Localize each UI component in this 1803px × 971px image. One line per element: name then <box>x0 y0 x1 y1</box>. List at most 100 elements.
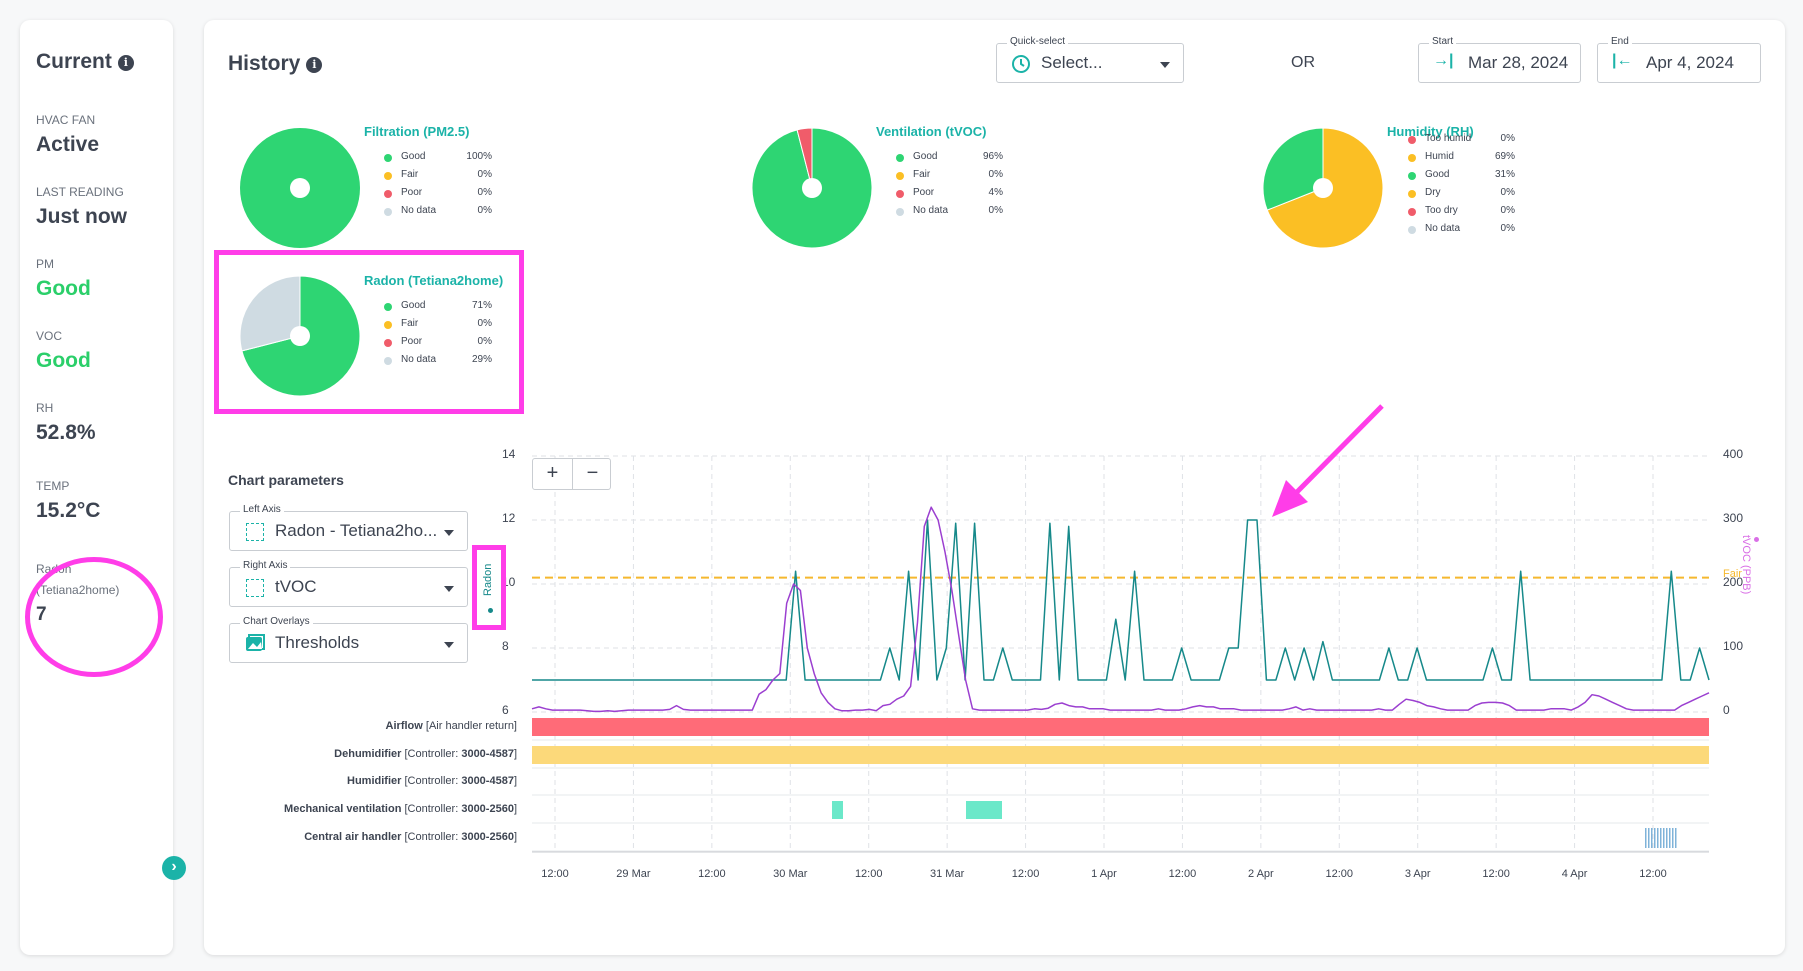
series-line-radon <box>532 519 1710 681</box>
air-handler-bar <box>1645 828 1647 848</box>
right-tick-label: 200 <box>1723 575 1744 589</box>
legend-label: Fair <box>913 169 931 180</box>
zoom-in-button[interactable]: + <box>546 462 559 484</box>
history-panel <box>204 20 1785 955</box>
right-tick-label: 300 <box>1723 511 1744 525</box>
threshold-label: Fair <box>1723 568 1742 580</box>
current-panel: Current i HVAC FAN Active LAST READING Ju… <box>20 20 186 955</box>
right-axis-legend: Right Axis <box>240 560 291 571</box>
annotation-ellipse <box>25 557 163 677</box>
quick-select-legend: Quick-select <box>1007 36 1069 47</box>
legend-dot <box>1408 154 1416 162</box>
legend-label: Good <box>1425 169 1450 180</box>
dehumidifier-bar <box>532 746 1709 764</box>
x-tick-label: 12:00 <box>698 868 726 880</box>
rh-value: 52.8% <box>36 421 96 444</box>
x-tick-label: 12:00 <box>854 868 883 880</box>
series-line-tvoc-ppb <box>531 506 1710 713</box>
legend-dot <box>384 357 392 365</box>
x-tick-label: 31 Mar <box>930 868 965 880</box>
legend-dot <box>384 190 392 198</box>
overlays-legend: Chart Overlays <box>240 616 313 627</box>
right-tick-label: 400 <box>1723 447 1744 461</box>
legend-label: Too dry <box>1425 205 1458 216</box>
start-date-field[interactable]: Start →| Mar 28, 2024 <box>1418 36 1581 83</box>
legend-label: Poor <box>401 187 423 198</box>
legend-dot <box>1408 136 1416 144</box>
info-icon[interactable]: i <box>306 57 323 73</box>
air-handler-bar <box>1666 828 1668 848</box>
pie-center-hole <box>290 178 310 198</box>
right-tick-label: 0 <box>1723 703 1730 717</box>
equipment-row-label: Humidifier [Controller: 3000-4587] <box>347 775 517 787</box>
arrow-to-left-icon: |← <box>1612 52 1633 69</box>
x-tick-label: 1 Apr <box>1091 868 1117 880</box>
legend-value: 69% <box>1494 151 1515 162</box>
pie-center-hole <box>802 178 822 198</box>
annotation-box <box>472 545 506 630</box>
right-axis-dropdown[interactable]: Right Axis tVOC <box>229 560 468 607</box>
x-tick-label: 2 Apr <box>1248 868 1274 880</box>
x-tick-label: 30 Mar <box>773 868 808 880</box>
legend-dot <box>384 339 392 347</box>
clock-icon <box>1012 55 1030 73</box>
legend-value: 0% <box>477 169 492 180</box>
arrow-to-right-icon: →| <box>1433 52 1454 69</box>
legend-label: Too humid <box>1425 133 1472 144</box>
dotted-grid-icon <box>246 579 264 597</box>
zoom-controls: + − <box>532 458 611 490</box>
legend-dot <box>896 154 904 162</box>
air-handler-bar <box>1657 828 1659 848</box>
legend-dot <box>1408 172 1416 180</box>
legend-label: No data <box>1425 223 1461 234</box>
legend-value: 0% <box>477 318 492 329</box>
image-icon <box>246 634 265 651</box>
left-axis-dropdown[interactable]: Left Axis Radon - Tetiana2ho... <box>229 504 468 551</box>
x-tick-label: 29 Mar <box>616 868 651 880</box>
pm-label: PM <box>36 257 54 271</box>
pie-slice-poor <box>796 127 813 189</box>
legend-value: 0% <box>988 169 1003 180</box>
legend-dot <box>896 172 904 180</box>
quick-select-dropdown[interactable]: Quick-select Select... <box>996 36 1184 83</box>
info-icon[interactable]: i <box>117 55 134 71</box>
air-handler-bar <box>1648 828 1650 848</box>
legend-value: 0% <box>1500 187 1515 198</box>
right-axis-dot <box>1754 537 1759 542</box>
legend-label: Fair <box>401 169 419 180</box>
hvac-fan-value: Active <box>36 133 100 156</box>
pie-center-hole <box>1313 178 1333 198</box>
legend-value: 0% <box>1500 205 1515 216</box>
legend-label: Fair <box>401 318 419 329</box>
legend-value: 0% <box>988 205 1003 216</box>
end-date-field[interactable]: End |← Apr 4, 2024 <box>1597 36 1761 83</box>
legend-dot <box>896 208 904 216</box>
left-axis-legend: Left Axis <box>240 504 284 515</box>
pm-value: Good <box>36 277 91 300</box>
voc-label: VOC <box>36 329 63 343</box>
legend-value: 0% <box>477 187 492 198</box>
ventilation-bar <box>966 801 1002 819</box>
pie-center-hole <box>290 326 310 346</box>
air-handler-bar <box>1663 828 1665 848</box>
legend-label: Dry <box>1425 187 1441 198</box>
air-handler-bar <box>1669 828 1671 848</box>
radon-pie <box>239 275 361 397</box>
legend-label: Humid <box>1425 151 1454 162</box>
air-handler-bar <box>1675 828 1677 848</box>
legend-dot <box>384 208 392 216</box>
legend-value: 71% <box>471 300 492 311</box>
legend-value: 100% <box>466 151 492 162</box>
overlays-dropdown[interactable]: Chart Overlays Thresholds <box>229 616 468 663</box>
current-title: Current i <box>36 50 134 74</box>
left-tick-label: 6 <box>502 703 509 717</box>
annotation-arrow <box>1293 404 1384 496</box>
air-handler-bar <box>1660 828 1662 848</box>
legend-label: Poor <box>401 336 423 347</box>
chevron-right-icon[interactable]: › <box>162 856 186 880</box>
zoom-out-button[interactable]: − <box>586 462 599 484</box>
x-tick-label: 12:00 <box>1325 868 1354 880</box>
right-axis-value: tVOC <box>275 577 317 596</box>
left-tick-label: 14 <box>502 447 516 461</box>
